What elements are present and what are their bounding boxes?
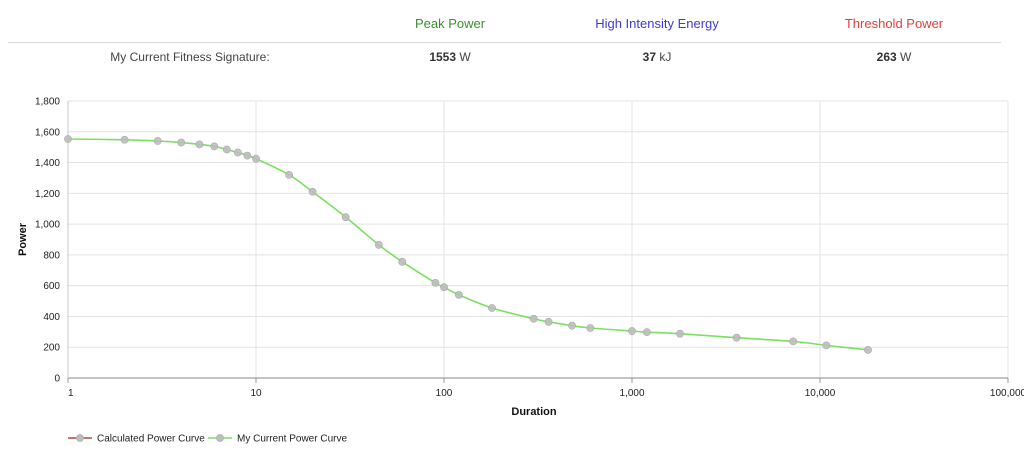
x-axis-title: Duration [511,406,557,418]
peak-power-value: 1553 W [350,50,550,64]
data-point [195,140,204,149]
x-tick-label: 1,000 [619,388,644,399]
hie-number: 37 [642,50,656,64]
peak-power-header: Peak Power [414,16,486,31]
x-tick-label: 1 [68,388,74,399]
y-tick-label: 1,000 [35,220,60,231]
x-tick-label: 100,000 [990,388,1024,399]
data-point [529,314,538,323]
threshold-power-number: 263 [876,50,897,64]
chart-grid [67,100,1009,379]
x-tick-label: 10,000 [805,388,836,399]
data-point [398,257,407,266]
chart-axes [67,101,1009,383]
data-point [177,138,186,147]
data-point [233,148,242,157]
data-point [586,324,595,332]
legend-label: My Current Power Curve [237,434,347,445]
legend-label: Calculated Power Curve [97,434,205,445]
data-point [374,240,383,249]
peak-power-number: 1553 [429,50,457,64]
fitness-signature-label: My Current Fitness Signature: [110,50,270,64]
y-tick-label: 800 [43,250,60,261]
data-point [454,290,463,299]
peak-power-unit: W [459,50,471,64]
header-divider [8,42,1001,43]
x-axis-ticks: 1 10 100 1,000 10,000 100,000 [68,388,1024,399]
data-point [64,135,72,143]
y-tick-label: 1,200 [35,189,60,200]
data-point [341,213,350,222]
hie-unit: kJ [659,50,672,64]
data-point [431,278,440,287]
threshold-power-header: Threshold Power [844,16,944,31]
data-point [568,321,576,330]
y-tick-label: 400 [43,312,60,323]
x-tick-label: 10 [250,388,262,399]
data-point [642,328,651,337]
chart-legend: Calculated Power Curve My Current Power C… [68,434,347,445]
data-point [488,304,496,312]
series-line [67,138,869,351]
legend-marker [216,434,224,442]
hie-value: 37 kJ [557,50,757,64]
data-point [222,145,231,154]
data-point [252,154,260,163]
data-point [440,283,448,292]
y-axis-ticks: 0 200 400 600 800 1,000 1,200 1,400 1,600 1,800 [35,97,60,385]
y-tick-label: 1,800 [35,97,60,108]
high-intensity-energy-header: High Intensity Energy [595,16,719,31]
data-point [308,187,317,196]
data-point [285,170,294,179]
threshold-power-value: 263 W [794,50,994,64]
y-axis-title: Power [17,222,29,256]
threshold-power-unit: W [900,50,912,64]
legend-marker [76,434,84,442]
data-point [864,345,872,354]
y-tick-label: 0 [54,374,60,385]
data-point [628,327,636,335]
data-point [822,341,831,350]
data-point [732,333,741,342]
data-point [676,329,684,338]
y-tick-label: 200 [43,343,60,354]
data-point [153,137,162,145]
x-tick-label: 100 [436,388,453,399]
data-point [210,142,219,151]
data-point [243,151,252,160]
y-tick-label: 1,400 [35,158,60,169]
y-tick-label: 600 [43,281,60,292]
y-tick-label: 1,600 [35,127,60,138]
data-point [120,135,129,144]
data-point [789,337,798,346]
chart-series [64,135,872,354]
data-point [544,317,553,326]
